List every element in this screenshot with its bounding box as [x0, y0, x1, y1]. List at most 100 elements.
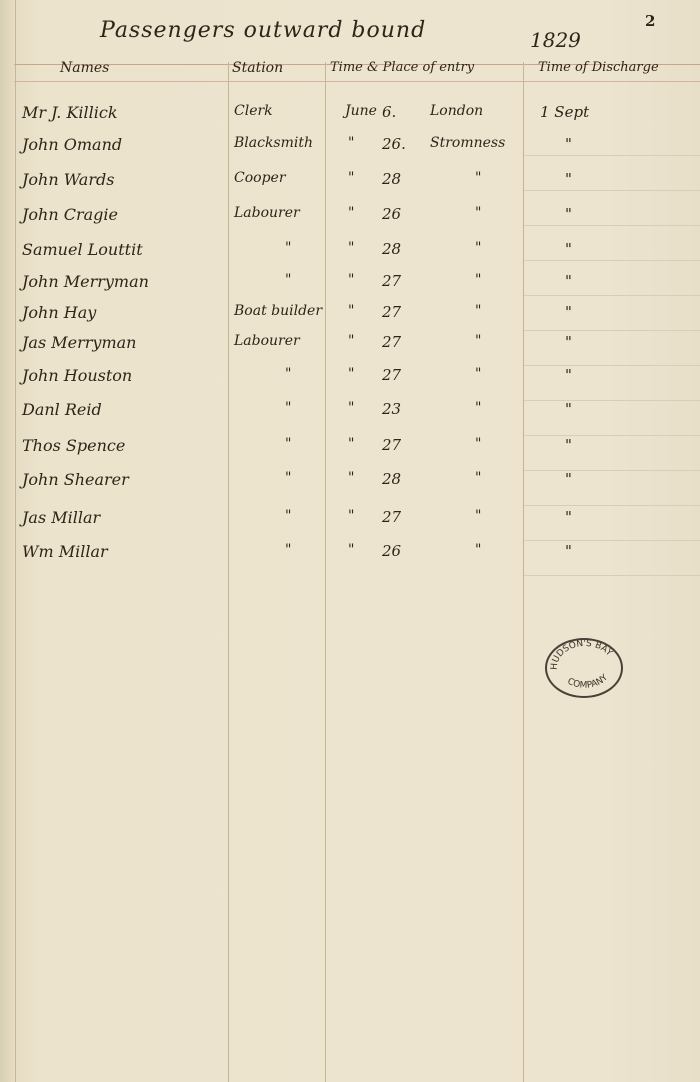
ruled-line	[524, 330, 700, 331]
cell-name: Mr J. Killick	[22, 103, 118, 122]
cell-discharge: "	[565, 205, 572, 223]
ruled-line	[524, 505, 700, 506]
cell-station: "	[285, 400, 292, 416]
cell-place: "	[475, 170, 482, 186]
cell-month: "	[348, 542, 355, 558]
cell-month: "	[348, 205, 355, 221]
cell-day: 28	[382, 470, 402, 488]
cell-name: John Hay	[22, 303, 97, 322]
cell-name: John Houston	[22, 366, 133, 385]
cell-place: "	[475, 542, 482, 558]
cell-place: "	[475, 240, 482, 256]
cell-discharge: "	[565, 303, 572, 321]
cell-place: London	[430, 103, 484, 119]
cell-station: "	[285, 542, 292, 558]
cell-name: John Merryman	[22, 272, 149, 291]
cell-station: "	[285, 366, 292, 382]
ruled-line	[524, 260, 700, 261]
stamp-text-top: HUDSON'S BAY	[550, 640, 615, 670]
cell-day: 27	[382, 436, 402, 454]
cell-place: "	[475, 205, 482, 221]
cell-day: 28	[382, 240, 402, 258]
cell-discharge: "	[565, 470, 572, 488]
ruled-line	[524, 575, 700, 576]
cell-station: Cooper	[234, 170, 286, 186]
cell-day: 26	[382, 205, 402, 223]
cell-discharge: "	[565, 272, 572, 290]
divider	[14, 81, 700, 82]
column-line	[325, 62, 326, 1082]
cell-day: 23	[382, 400, 402, 418]
cell-month: "	[348, 135, 355, 151]
year: 1829	[530, 28, 581, 52]
cell-day: 27	[382, 303, 402, 321]
cell-day: 27	[382, 508, 402, 526]
column-line	[15, 0, 16, 1082]
cell-place: "	[475, 272, 482, 288]
cell-place: "	[475, 470, 482, 486]
cell-name: John Cragie	[22, 205, 118, 224]
cell-discharge: 1 Sept	[540, 103, 590, 121]
cell-place: "	[475, 508, 482, 524]
cell-name: John Omand	[22, 135, 123, 154]
cell-discharge: "	[565, 333, 572, 351]
cell-discharge: "	[565, 436, 572, 454]
cell-station: Boat builder	[234, 303, 323, 319]
cell-place: "	[475, 436, 482, 452]
cell-month: "	[348, 272, 355, 288]
column-line	[523, 62, 524, 1082]
cell-day: 26.	[382, 135, 406, 153]
page-number: 2	[645, 12, 656, 30]
cell-place: Stromness	[430, 135, 506, 151]
cell-name: Jas Millar	[22, 508, 101, 527]
ruled-line	[524, 295, 700, 296]
cell-station: Clerk	[234, 103, 273, 119]
cell-name: Thos Spence	[22, 436, 126, 455]
cell-discharge: "	[565, 135, 572, 153]
svg-text:COMPANY: COMPANY	[566, 673, 611, 691]
cell-month: "	[348, 436, 355, 452]
header-discharge: Time of Discharge	[538, 60, 659, 75]
cell-discharge: "	[565, 542, 572, 560]
cell-discharge: "	[565, 170, 572, 188]
stamp-text-bottom: COMPANY	[566, 673, 611, 691]
cell-place: "	[475, 333, 482, 349]
cell-station: "	[285, 272, 292, 288]
cell-month: "	[348, 470, 355, 486]
cell-month: "	[348, 170, 355, 186]
cell-station: "	[285, 508, 292, 524]
cell-month: "	[348, 400, 355, 416]
cell-day: 27	[382, 333, 402, 351]
hudsons-bay-company-stamp: HUDSON'S BAY COMPANY	[545, 638, 623, 698]
cell-month: "	[348, 508, 355, 524]
cell-name: John Wards	[22, 170, 115, 189]
cell-name: Jas Merryman	[22, 333, 137, 352]
ruled-line	[524, 470, 700, 471]
ruled-line	[524, 400, 700, 401]
cell-station: "	[285, 240, 292, 256]
cell-day: 6.	[382, 103, 397, 121]
cell-place: "	[475, 303, 482, 319]
cell-place: "	[475, 366, 482, 382]
cell-station: Labourer	[234, 333, 300, 349]
cell-month: June	[345, 103, 377, 119]
cell-name: Samuel Louttit	[22, 240, 143, 259]
cell-discharge: "	[565, 240, 572, 258]
header-names: Names	[60, 60, 110, 76]
cell-name: Danl Reid	[22, 400, 102, 419]
cell-discharge: "	[565, 508, 572, 526]
cell-name: Wm Millar	[22, 542, 108, 561]
cell-day: 27	[382, 366, 402, 384]
cell-place: "	[475, 400, 482, 416]
cell-discharge: "	[565, 366, 572, 384]
cell-day: 28	[382, 170, 402, 188]
cell-month: "	[348, 366, 355, 382]
column-line	[228, 62, 229, 1082]
cell-month: "	[348, 333, 355, 349]
ruled-line	[524, 225, 700, 226]
header-entry: Time & Place of entry	[330, 60, 475, 75]
cell-discharge: "	[565, 400, 572, 418]
cell-station: "	[285, 470, 292, 486]
header-station: Station	[232, 60, 284, 76]
ruled-line	[524, 540, 700, 541]
